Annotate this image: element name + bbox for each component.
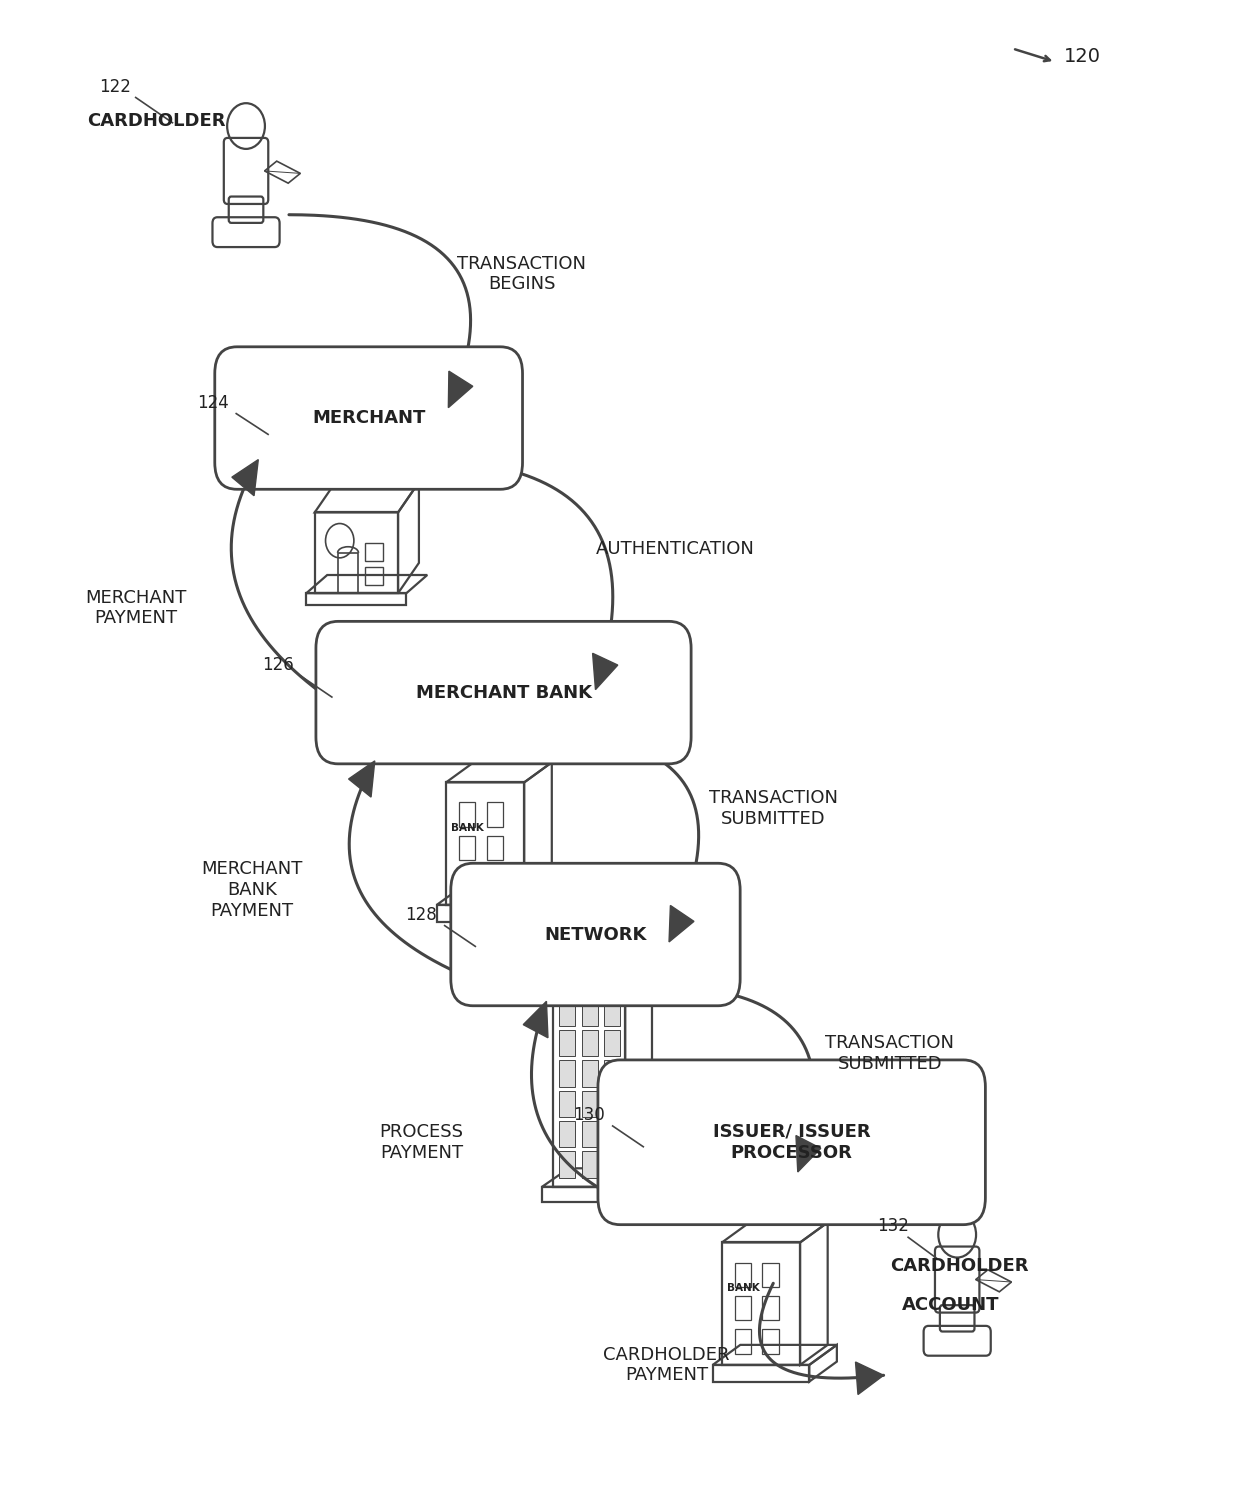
FancyBboxPatch shape <box>582 1152 598 1177</box>
FancyBboxPatch shape <box>582 1061 598 1086</box>
Polygon shape <box>449 372 472 407</box>
Polygon shape <box>232 460 258 496</box>
Polygon shape <box>856 1362 884 1395</box>
FancyBboxPatch shape <box>559 1031 575 1056</box>
Polygon shape <box>593 653 618 689</box>
Text: CARDHOLDER: CARDHOLDER <box>87 112 226 130</box>
FancyBboxPatch shape <box>604 1031 620 1056</box>
FancyBboxPatch shape <box>451 863 740 1005</box>
FancyBboxPatch shape <box>604 1091 620 1118</box>
Text: 132: 132 <box>878 1218 909 1236</box>
FancyBboxPatch shape <box>215 348 522 490</box>
Text: NETWORK: NETWORK <box>544 926 647 944</box>
Text: BANK: BANK <box>727 1284 759 1293</box>
Text: MERCHANT BANK: MERCHANT BANK <box>415 683 591 701</box>
FancyBboxPatch shape <box>604 1061 620 1086</box>
Text: MERCHANT
PAYMENT: MERCHANT PAYMENT <box>86 589 186 628</box>
Text: 124: 124 <box>197 394 228 412</box>
FancyBboxPatch shape <box>604 1001 620 1026</box>
FancyBboxPatch shape <box>316 622 691 764</box>
FancyBboxPatch shape <box>582 1121 598 1147</box>
FancyBboxPatch shape <box>559 1091 575 1118</box>
FancyBboxPatch shape <box>604 1152 620 1177</box>
FancyBboxPatch shape <box>582 1091 598 1118</box>
Text: PROCESS
PAYMENT: PROCESS PAYMENT <box>379 1124 464 1161</box>
Text: TRANSACTION
SUBMITTED: TRANSACTION SUBMITTED <box>709 789 838 828</box>
Polygon shape <box>348 761 374 797</box>
Text: MERCHANT: MERCHANT <box>312 409 425 427</box>
FancyBboxPatch shape <box>559 1001 575 1026</box>
FancyBboxPatch shape <box>559 1121 575 1147</box>
FancyBboxPatch shape <box>559 1152 575 1177</box>
Text: TRANSACTION
SUBMITTED: TRANSACTION SUBMITTED <box>826 1034 955 1073</box>
FancyBboxPatch shape <box>582 1031 598 1056</box>
Polygon shape <box>670 905 694 942</box>
FancyBboxPatch shape <box>604 1121 620 1147</box>
Text: BANK: BANK <box>450 824 484 833</box>
Text: 126: 126 <box>262 656 294 674</box>
FancyBboxPatch shape <box>582 1001 598 1026</box>
Text: CARDHOLDER: CARDHOLDER <box>890 1257 1028 1275</box>
Text: 122: 122 <box>99 78 130 96</box>
FancyBboxPatch shape <box>598 1061 986 1225</box>
FancyBboxPatch shape <box>559 1061 575 1086</box>
Text: CARDHOLDER
PAYMENT: CARDHOLDER PAYMENT <box>604 1345 730 1384</box>
Text: 130: 130 <box>573 1106 605 1124</box>
Text: 120: 120 <box>1064 46 1101 66</box>
Text: TRANSACTION
BEGINS: TRANSACTION BEGINS <box>458 255 587 294</box>
Text: ISSUER/ ISSUER
PROCESSOR: ISSUER/ ISSUER PROCESSOR <box>713 1124 870 1161</box>
Text: MERCHANT
BANK
PAYMENT: MERCHANT BANK PAYMENT <box>201 860 303 920</box>
Text: ACCOUNT: ACCOUNT <box>901 1296 999 1314</box>
Text: AUTHENTICATION: AUTHENTICATION <box>595 539 755 557</box>
Polygon shape <box>523 1001 548 1038</box>
Polygon shape <box>796 1135 821 1171</box>
Text: 128: 128 <box>405 906 438 924</box>
